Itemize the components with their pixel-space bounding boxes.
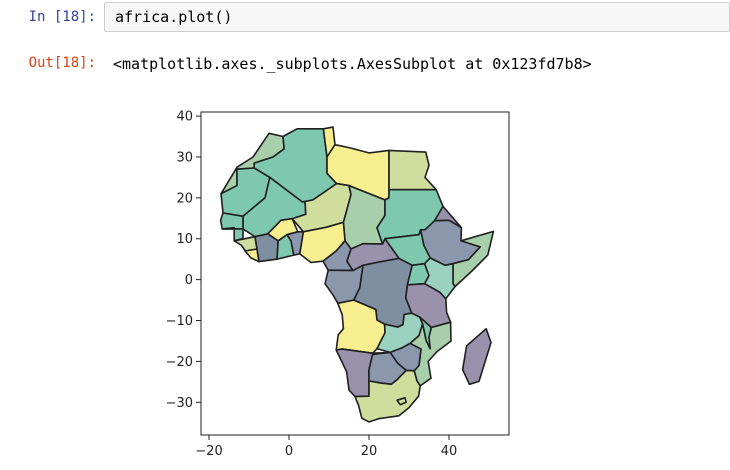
y-tick-label: 30 bbox=[176, 150, 193, 165]
country-madagascar bbox=[461, 327, 492, 386]
country-kenya bbox=[423, 257, 456, 300]
country-lesotho bbox=[396, 397, 407, 406]
africa-map-plot: −20 0 20 40 40 30 20 10 0 −10 −20 −30 bbox=[150, 96, 530, 468]
y-tick-label: 10 bbox=[176, 232, 193, 247]
y-tick-label: −30 bbox=[166, 396, 193, 411]
y-tick-label: 40 bbox=[176, 110, 193, 125]
country-angola bbox=[335, 299, 386, 354]
country-south-africa bbox=[354, 369, 421, 423]
y-tick-label: 0 bbox=[185, 273, 193, 288]
x-tick-label: 40 bbox=[441, 444, 458, 459]
output-repr-text: <matplotlib.axes._subplots.AxesSubplot a… bbox=[113, 55, 592, 73]
y-tick-label: −20 bbox=[166, 355, 193, 370]
x-tick-label: −20 bbox=[195, 444, 222, 459]
x-tick-label: 0 bbox=[285, 444, 293, 459]
axes-frame bbox=[200, 111, 510, 436]
output-prompt: Out[18]: bbox=[28, 55, 96, 71]
y-tick-label: −10 bbox=[166, 314, 193, 329]
country-egypt bbox=[388, 149, 437, 191]
code-text: africa.plot() bbox=[115, 8, 233, 26]
y-tick-label: 20 bbox=[176, 191, 193, 206]
country-guinea-bissau-region bbox=[221, 226, 244, 242]
input-prompt: In [18]: bbox=[28, 9, 96, 25]
code-input-cell[interactable]: africa.plot() bbox=[104, 2, 730, 32]
country-senegal bbox=[219, 212, 244, 230]
plot-svg: −20 0 20 40 40 30 20 10 0 −10 −20 −30 bbox=[166, 110, 510, 459]
x-tick-label: 20 bbox=[361, 444, 378, 459]
